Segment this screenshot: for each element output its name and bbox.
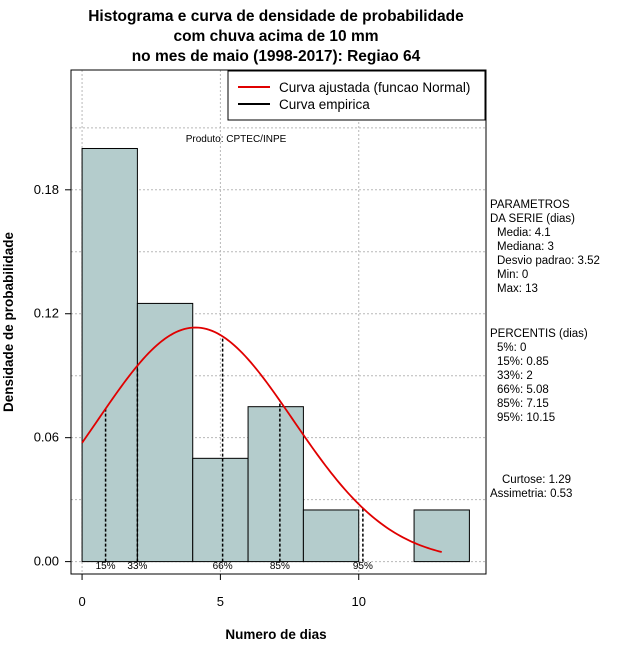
parameter-item: Mediana: 3 xyxy=(497,241,554,253)
histogram-bar xyxy=(413,509,470,563)
x-tick-label: 10 xyxy=(351,594,365,609)
shape-stats-panel: Curtose: 1.29 Assimetria: 0.53 xyxy=(490,474,572,500)
fitted-normal-curve xyxy=(81,326,442,553)
y-tick-label: 0.18 xyxy=(34,182,59,197)
percentile-item: 15%: 0.85 xyxy=(497,356,549,368)
percentiles-header: PERCENTIS (dias) xyxy=(490,328,588,340)
parameters-header-line-1: PARAMETROS xyxy=(490,199,570,211)
percentile-item: 33%: 2 xyxy=(497,370,533,382)
x-tick-label: 0 xyxy=(78,594,85,609)
parameter-item: Min: 0 xyxy=(497,269,528,281)
title-line-1: Histograma e curva de densidade de proba… xyxy=(88,8,464,25)
skewness-label: Assimetria: 0.53 xyxy=(490,488,572,500)
percentile-label: 95% xyxy=(353,561,373,572)
parameter-item: Desvio padrao: 3.52 xyxy=(497,255,600,267)
parameters-panel: PARAMETROS DA SERIE (dias) Media: 4.1 Me… xyxy=(490,199,600,295)
percentile-lines: 15% 33% 66% 85% 95% xyxy=(96,336,373,572)
percentile-label: 66% xyxy=(213,561,233,572)
title-line-2: com chuva acima de 10 mm xyxy=(173,28,378,45)
legend-box xyxy=(227,70,486,121)
parameters-header-line-2: DA SERIE (dias) xyxy=(490,213,575,225)
axes: 0 5 10 0.00 0.06 0.12 0.18 xyxy=(34,182,366,609)
histogram-bar xyxy=(136,302,194,563)
parameter-item: Media: 4.1 xyxy=(497,227,551,239)
kurtosis-label: Curtose: 1.29 xyxy=(502,474,571,486)
source-label: Produto: CPTEC/INPE xyxy=(186,134,287,145)
percentile-label: 85% xyxy=(270,561,290,572)
percentile-item: 5%: 0 xyxy=(497,342,526,354)
y-tick-label: 0.06 xyxy=(34,430,59,445)
x-axis-title: Numero de dias xyxy=(225,627,326,642)
legend: Curva ajustada (funcao Normal) Curva emp… xyxy=(227,70,486,121)
histogram-bar xyxy=(192,457,249,563)
legend-label-fitted: Curva ajustada (funcao Normal) xyxy=(279,80,470,95)
y-axis-title: Densidade de probabilidade xyxy=(1,231,16,412)
parameter-item: Max: 13 xyxy=(497,283,538,295)
plot-frame xyxy=(70,69,487,575)
histogram-bar xyxy=(302,509,360,563)
percentile-item: 66%: 5.08 xyxy=(497,384,549,396)
percentiles-panel: PERCENTIS (dias) 5%: 0 15%: 0.85 33%: 2 … xyxy=(490,328,588,424)
histogram-bar xyxy=(81,147,138,563)
x-tick-label: 5 xyxy=(217,594,224,609)
chart-title: Histograma e curva de densidade de proba… xyxy=(88,8,464,65)
y-tick-label: 0.12 xyxy=(34,306,59,321)
title-line-3: no mes de maio (1998-2017): Regiao 64 xyxy=(132,48,421,65)
y-tick-label: 0.00 xyxy=(34,554,59,569)
histogram-bar xyxy=(247,406,304,563)
histogram-bars xyxy=(81,147,470,563)
percentile-label: 15% xyxy=(96,561,116,572)
legend-label-empirical: Curva empirica xyxy=(279,97,370,112)
percentile-label: 33% xyxy=(127,561,147,572)
percentile-item: 95%: 10.15 xyxy=(497,412,555,424)
percentile-item: 85%: 7.15 xyxy=(497,398,549,410)
